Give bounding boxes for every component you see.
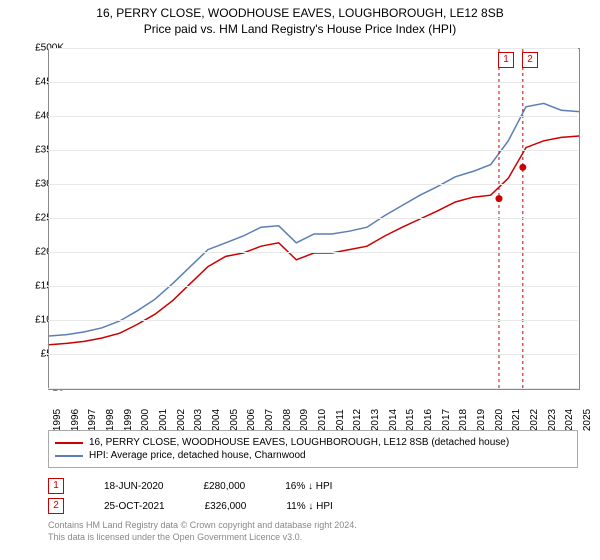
xtick-label: 2008 (282, 409, 293, 431)
row-delta: 16% ↓ HPI (285, 481, 332, 492)
xtick-label: 2021 (511, 409, 522, 431)
legend-swatch (55, 442, 83, 444)
xtick-label: 2004 (211, 409, 222, 431)
xtick-label: 2011 (335, 409, 346, 431)
xtick-label: 2024 (564, 409, 575, 431)
xtick-label: 2009 (299, 409, 310, 431)
legend-label: 16, PERRY CLOSE, WOODHOUSE EAVES, LOUGHB… (89, 437, 509, 448)
title-subtitle: Price paid vs. HM Land Registry's House … (0, 22, 600, 36)
xtick-label: 1997 (87, 409, 98, 431)
line-svg (49, 49, 579, 389)
xtick-label: 2023 (547, 409, 558, 431)
xtick-label: 2020 (494, 409, 505, 431)
series-line-hpi (49, 103, 579, 336)
footer-line: This data is licensed under the Open Gov… (48, 532, 578, 544)
xtick-label: 1995 (52, 409, 63, 431)
xtick-label: 2014 (388, 409, 399, 431)
legend-swatch (55, 455, 83, 457)
xtick-label: 2000 (140, 409, 151, 431)
legend-row: HPI: Average price, detached house, Char… (55, 450, 571, 461)
xtick-label: 2012 (352, 409, 363, 431)
chart-marker-1: 1 (498, 52, 514, 68)
xtick-label: 2025 (582, 409, 593, 431)
series-line-property (49, 136, 579, 345)
plot-area (48, 48, 580, 390)
xtick-label: 2013 (370, 409, 381, 431)
xtick-label: 2018 (458, 409, 469, 431)
xtick-label: 2010 (317, 409, 328, 431)
row-delta: 11% ↓ HPI (286, 501, 333, 512)
title-block: 16, PERRY CLOSE, WOODHOUSE EAVES, LOUGHB… (0, 0, 600, 36)
row-marker: 2 (48, 498, 64, 514)
table-row: 1 18-JUN-2020 £280,000 16% ↓ HPI (48, 478, 578, 494)
chart-marker-2: 2 (522, 52, 538, 68)
row-marker: 1 (48, 478, 64, 494)
xtick-label: 2016 (423, 409, 434, 431)
xtick-label: 1998 (105, 409, 116, 431)
title-address: 16, PERRY CLOSE, WOODHOUSE EAVES, LOUGHB… (0, 6, 600, 20)
event-dot (495, 195, 502, 202)
xtick-label: 2015 (405, 409, 416, 431)
row-date: 25-OCT-2021 (104, 501, 165, 512)
xtick-label: 2022 (529, 409, 540, 431)
xtick-label: 2017 (441, 409, 452, 431)
row-price: £326,000 (205, 501, 247, 512)
legend-label: HPI: Average price, detached house, Char… (89, 450, 306, 461)
xtick-label: 1996 (70, 409, 81, 431)
xtick-label: 2001 (158, 409, 169, 431)
xtick-label: 2003 (193, 409, 204, 431)
xtick-label: 2005 (229, 409, 240, 431)
xtick-label: 2006 (246, 409, 257, 431)
row-price: £280,000 (203, 481, 245, 492)
xtick-label: 2007 (264, 409, 275, 431)
legend: 16, PERRY CLOSE, WOODHOUSE EAVES, LOUGHB… (48, 430, 578, 468)
xtick-label: 2019 (476, 409, 487, 431)
attribution-footer: Contains HM Land Registry data © Crown c… (48, 520, 578, 543)
xtick-label: 2002 (176, 409, 187, 431)
chart-container: 16, PERRY CLOSE, WOODHOUSE EAVES, LOUGHB… (0, 0, 600, 560)
row-date: 18-JUN-2020 (104, 481, 163, 492)
table-row: 2 25-OCT-2021 £326,000 11% ↓ HPI (48, 498, 578, 514)
sale-data-table: 1 18-JUN-2020 £280,000 16% ↓ HPI 2 25-OC… (48, 474, 578, 518)
footer-line: Contains HM Land Registry data © Crown c… (48, 520, 578, 532)
legend-row: 16, PERRY CLOSE, WOODHOUSE EAVES, LOUGHB… (55, 437, 571, 448)
event-dot (519, 164, 526, 171)
xtick-label: 1999 (123, 409, 134, 431)
